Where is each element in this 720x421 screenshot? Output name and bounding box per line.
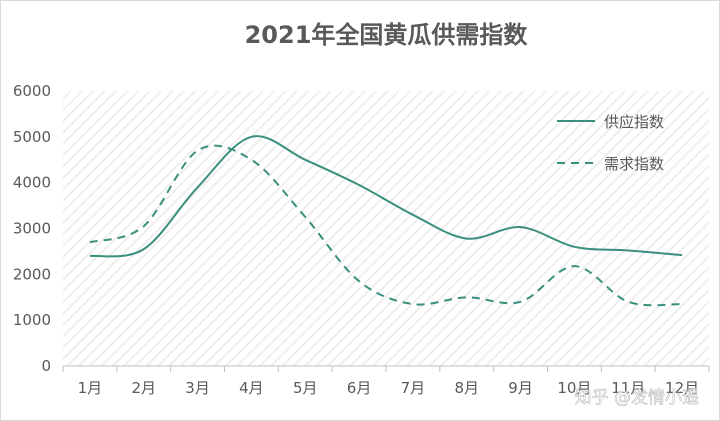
legend-label: 供应指数	[604, 113, 664, 131]
series-layer	[88, 135, 684, 307]
x-tick-label: 1月	[78, 379, 103, 397]
y-tick-label: 2000	[13, 265, 51, 283]
watermark: 知乎 @发情小遥	[575, 388, 699, 408]
y-tick-label: 4000	[13, 174, 51, 192]
data-point	[411, 302, 415, 306]
x-tick-label: 11月	[611, 379, 645, 397]
y-tick-label: 3000	[13, 220, 51, 238]
x-tick-label: 12月	[665, 379, 699, 397]
supply-index-line	[89, 135, 683, 258]
data-point	[465, 237, 469, 241]
demand-index-line	[89, 144, 683, 307]
data-point	[680, 302, 684, 306]
data-point	[142, 224, 146, 228]
y-tick-label: 6000	[13, 82, 51, 100]
data-point	[88, 240, 92, 244]
data-point	[88, 254, 92, 258]
data-point	[196, 185, 200, 189]
legend-label: 需求指数	[604, 155, 664, 173]
x-tick-label: 4月	[239, 379, 264, 397]
y-tick-label: 1000	[13, 311, 51, 329]
x-tick-label: 3月	[185, 379, 210, 397]
data-point	[196, 149, 200, 153]
data-point	[357, 183, 361, 187]
y-tick-label: 5000	[13, 128, 51, 146]
chart-title: 2021年全国黄瓜供需指数	[245, 21, 529, 49]
data-point	[142, 247, 146, 251]
data-point	[411, 213, 415, 217]
data-point	[519, 300, 523, 304]
data-point	[303, 158, 307, 162]
data-point	[680, 253, 684, 257]
data-point	[519, 225, 523, 229]
data-point	[626, 249, 630, 253]
x-axis: 1月 2月 3月 4月 5月 6月 7月 8月 9月 10月 11月 12月	[62, 365, 710, 397]
data-point	[249, 135, 253, 139]
x-tick-label: 2月	[131, 379, 156, 397]
y-tick-label: 0	[41, 357, 51, 375]
x-tick-label: 8月	[454, 379, 479, 397]
x-tick-label: 9月	[508, 379, 533, 397]
plot-background	[63, 91, 709, 366]
x-tick-label: 5月	[293, 379, 318, 397]
x-tick-label: 10月	[557, 379, 591, 397]
y-axis: 0 1000 2000 3000 4000 5000 6000	[13, 82, 51, 375]
data-point	[626, 300, 630, 304]
x-tick-label: 7月	[401, 379, 426, 397]
data-point	[249, 158, 253, 162]
x-tick-label: 6月	[347, 379, 372, 397]
data-point	[357, 279, 361, 283]
data-point	[572, 245, 576, 249]
data-point	[303, 215, 307, 219]
data-point	[572, 264, 576, 268]
data-point	[465, 295, 469, 299]
